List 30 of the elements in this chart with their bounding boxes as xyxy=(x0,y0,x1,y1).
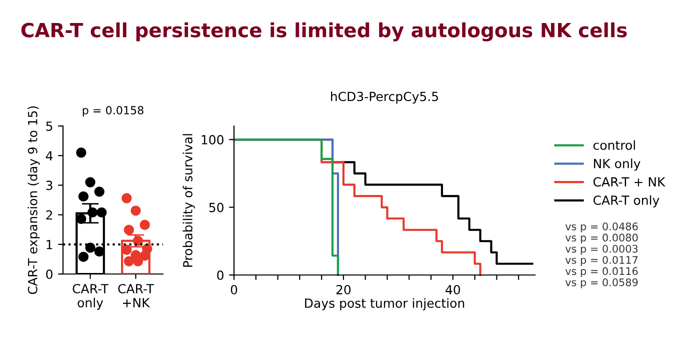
y-tick-label: 0 xyxy=(46,269,52,279)
text: vs p = 0.0003 xyxy=(565,244,638,255)
y-tick-label: 2 xyxy=(46,210,52,220)
y-axis-title: Probability of survival xyxy=(182,134,195,267)
y-tick-label: 3 xyxy=(46,180,52,190)
legend-label: CAR-T only xyxy=(593,195,660,208)
y-tick-label: 0 xyxy=(217,270,224,280)
y-tick-label: 5 xyxy=(46,122,52,131)
y-axis-title: CAR-T expansion (day 9 to 15) xyxy=(28,106,40,294)
x-tick-label: 40 xyxy=(446,284,460,294)
text: vs p = 0.0080 xyxy=(565,234,638,244)
legend-label: CAR-T + NK xyxy=(593,177,666,187)
legend-label: NK only xyxy=(594,158,640,171)
text: vs p = 0.0117 xyxy=(565,256,638,266)
text: vs p = 0.0116 xyxy=(565,267,638,278)
y-tick-label: 1 xyxy=(46,240,52,250)
y-tick-label: 4 xyxy=(46,151,53,160)
x-tick-label: 0 xyxy=(230,284,238,294)
x-axis-title: Days post tumor injection xyxy=(305,298,464,310)
x-tick-label: CAR-T +NK xyxy=(118,284,154,308)
chart-title: hCD3-PercpCy5.5 xyxy=(331,92,438,104)
y-tick-label: 100 xyxy=(202,135,224,144)
text: CAR-T cell persistence is limited by autologous NK cells xyxy=(21,22,627,42)
text: vs p = 0.0589 xyxy=(565,278,638,288)
text: vs p = 0.0486 xyxy=(565,222,638,232)
text: p = 0.0158 xyxy=(82,106,144,117)
x-tick-label: 20 xyxy=(336,284,351,294)
x-tick-label: CAR-T only xyxy=(72,284,109,310)
y-tick-label: 50 xyxy=(209,202,224,212)
legend-label: control xyxy=(593,140,635,150)
